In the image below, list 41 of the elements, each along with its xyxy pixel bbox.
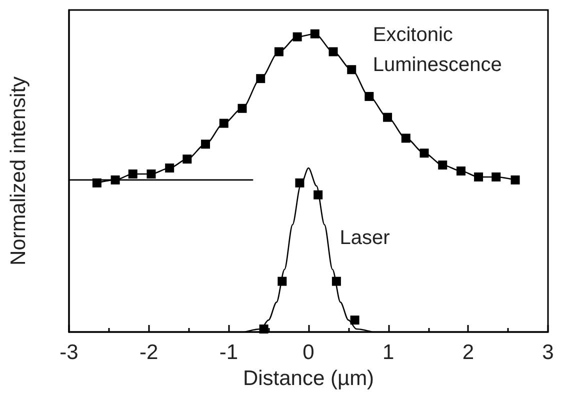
point	[492, 172, 501, 182]
point	[295, 178, 304, 188]
point	[347, 65, 356, 74]
point	[332, 276, 341, 286]
point	[256, 74, 266, 84]
x-tick-label: 0	[302, 341, 314, 364]
x-tick-label: -2	[139, 341, 158, 364]
point	[350, 316, 360, 325]
series-label: Laser	[340, 226, 390, 249]
point	[456, 166, 466, 176]
point	[182, 154, 192, 164]
point	[314, 190, 323, 200]
point	[165, 164, 174, 173]
point	[201, 140, 210, 149]
y-axis-title: Normalized intensity	[7, 76, 30, 266]
point	[92, 178, 102, 188]
point	[328, 47, 338, 56]
point	[510, 175, 520, 184]
x-tick-label: -3	[60, 341, 78, 364]
point	[110, 175, 120, 184]
point	[146, 169, 156, 178]
point	[219, 118, 228, 128]
point	[420, 148, 429, 158]
point	[438, 160, 448, 170]
x-tick-label: 2	[462, 341, 474, 364]
point	[274, 47, 284, 56]
x-tick-label: 1	[382, 341, 394, 364]
point	[259, 324, 268, 334]
point	[238, 104, 247, 113]
point	[128, 169, 138, 178]
point	[292, 32, 302, 42]
point	[364, 92, 374, 101]
point	[383, 112, 392, 122]
point	[278, 276, 287, 286]
point	[401, 134, 410, 143]
x-tick-label: -1	[219, 341, 238, 364]
point	[310, 29, 320, 38]
series-label: Excitonic Luminescence	[372, 24, 502, 76]
x-axis-title: Distance (µm)	[242, 367, 374, 390]
point	[474, 172, 484, 182]
x-tick-label: 3	[542, 341, 554, 364]
